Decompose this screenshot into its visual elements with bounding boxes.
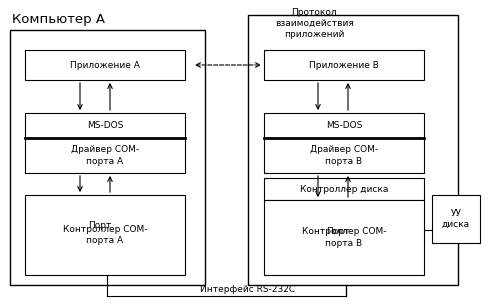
Bar: [55, 215, 145, 237]
Text: Контроллер диска: Контроллер диска: [300, 185, 388, 193]
Bar: [432, 195, 480, 243]
Bar: [264, 178, 424, 200]
Text: MS-DOS: MS-DOS: [326, 121, 362, 130]
Bar: [264, 50, 424, 80]
Text: Порт: Порт: [88, 221, 112, 231]
Bar: [10, 30, 205, 285]
Text: Контроллер COM-
порта А: Контроллер COM- порта А: [63, 225, 147, 245]
Text: Драйвер COM-
порта А: Драйвер COM- порта А: [71, 145, 139, 166]
Text: MS-DOS: MS-DOS: [87, 121, 123, 130]
Text: Приложение А: Приложение А: [70, 60, 140, 70]
Text: Компьютер А: Компьютер А: [12, 13, 105, 27]
Bar: [25, 113, 185, 138]
Text: УУ
диска: УУ диска: [442, 209, 470, 229]
Text: Протокол
взаимодействия
приложений: Протокол взаимодействия приложений: [275, 8, 354, 39]
Bar: [293, 220, 383, 242]
Text: Порт: Порт: [326, 227, 350, 235]
Bar: [264, 113, 424, 138]
Bar: [25, 195, 185, 275]
Text: Приложение В: Приложение В: [309, 60, 379, 70]
Bar: [25, 50, 185, 80]
Bar: [25, 138, 185, 173]
Text: Драйвер COM-
порта В: Драйвер COM- порта В: [310, 145, 378, 166]
Bar: [264, 200, 424, 275]
Bar: [264, 138, 424, 173]
Text: Интерфейс RS-232C: Интерфейс RS-232C: [200, 285, 295, 295]
Bar: [248, 15, 458, 285]
Text: Контроллер COM-
порта В: Контроллер COM- порта В: [302, 228, 386, 248]
